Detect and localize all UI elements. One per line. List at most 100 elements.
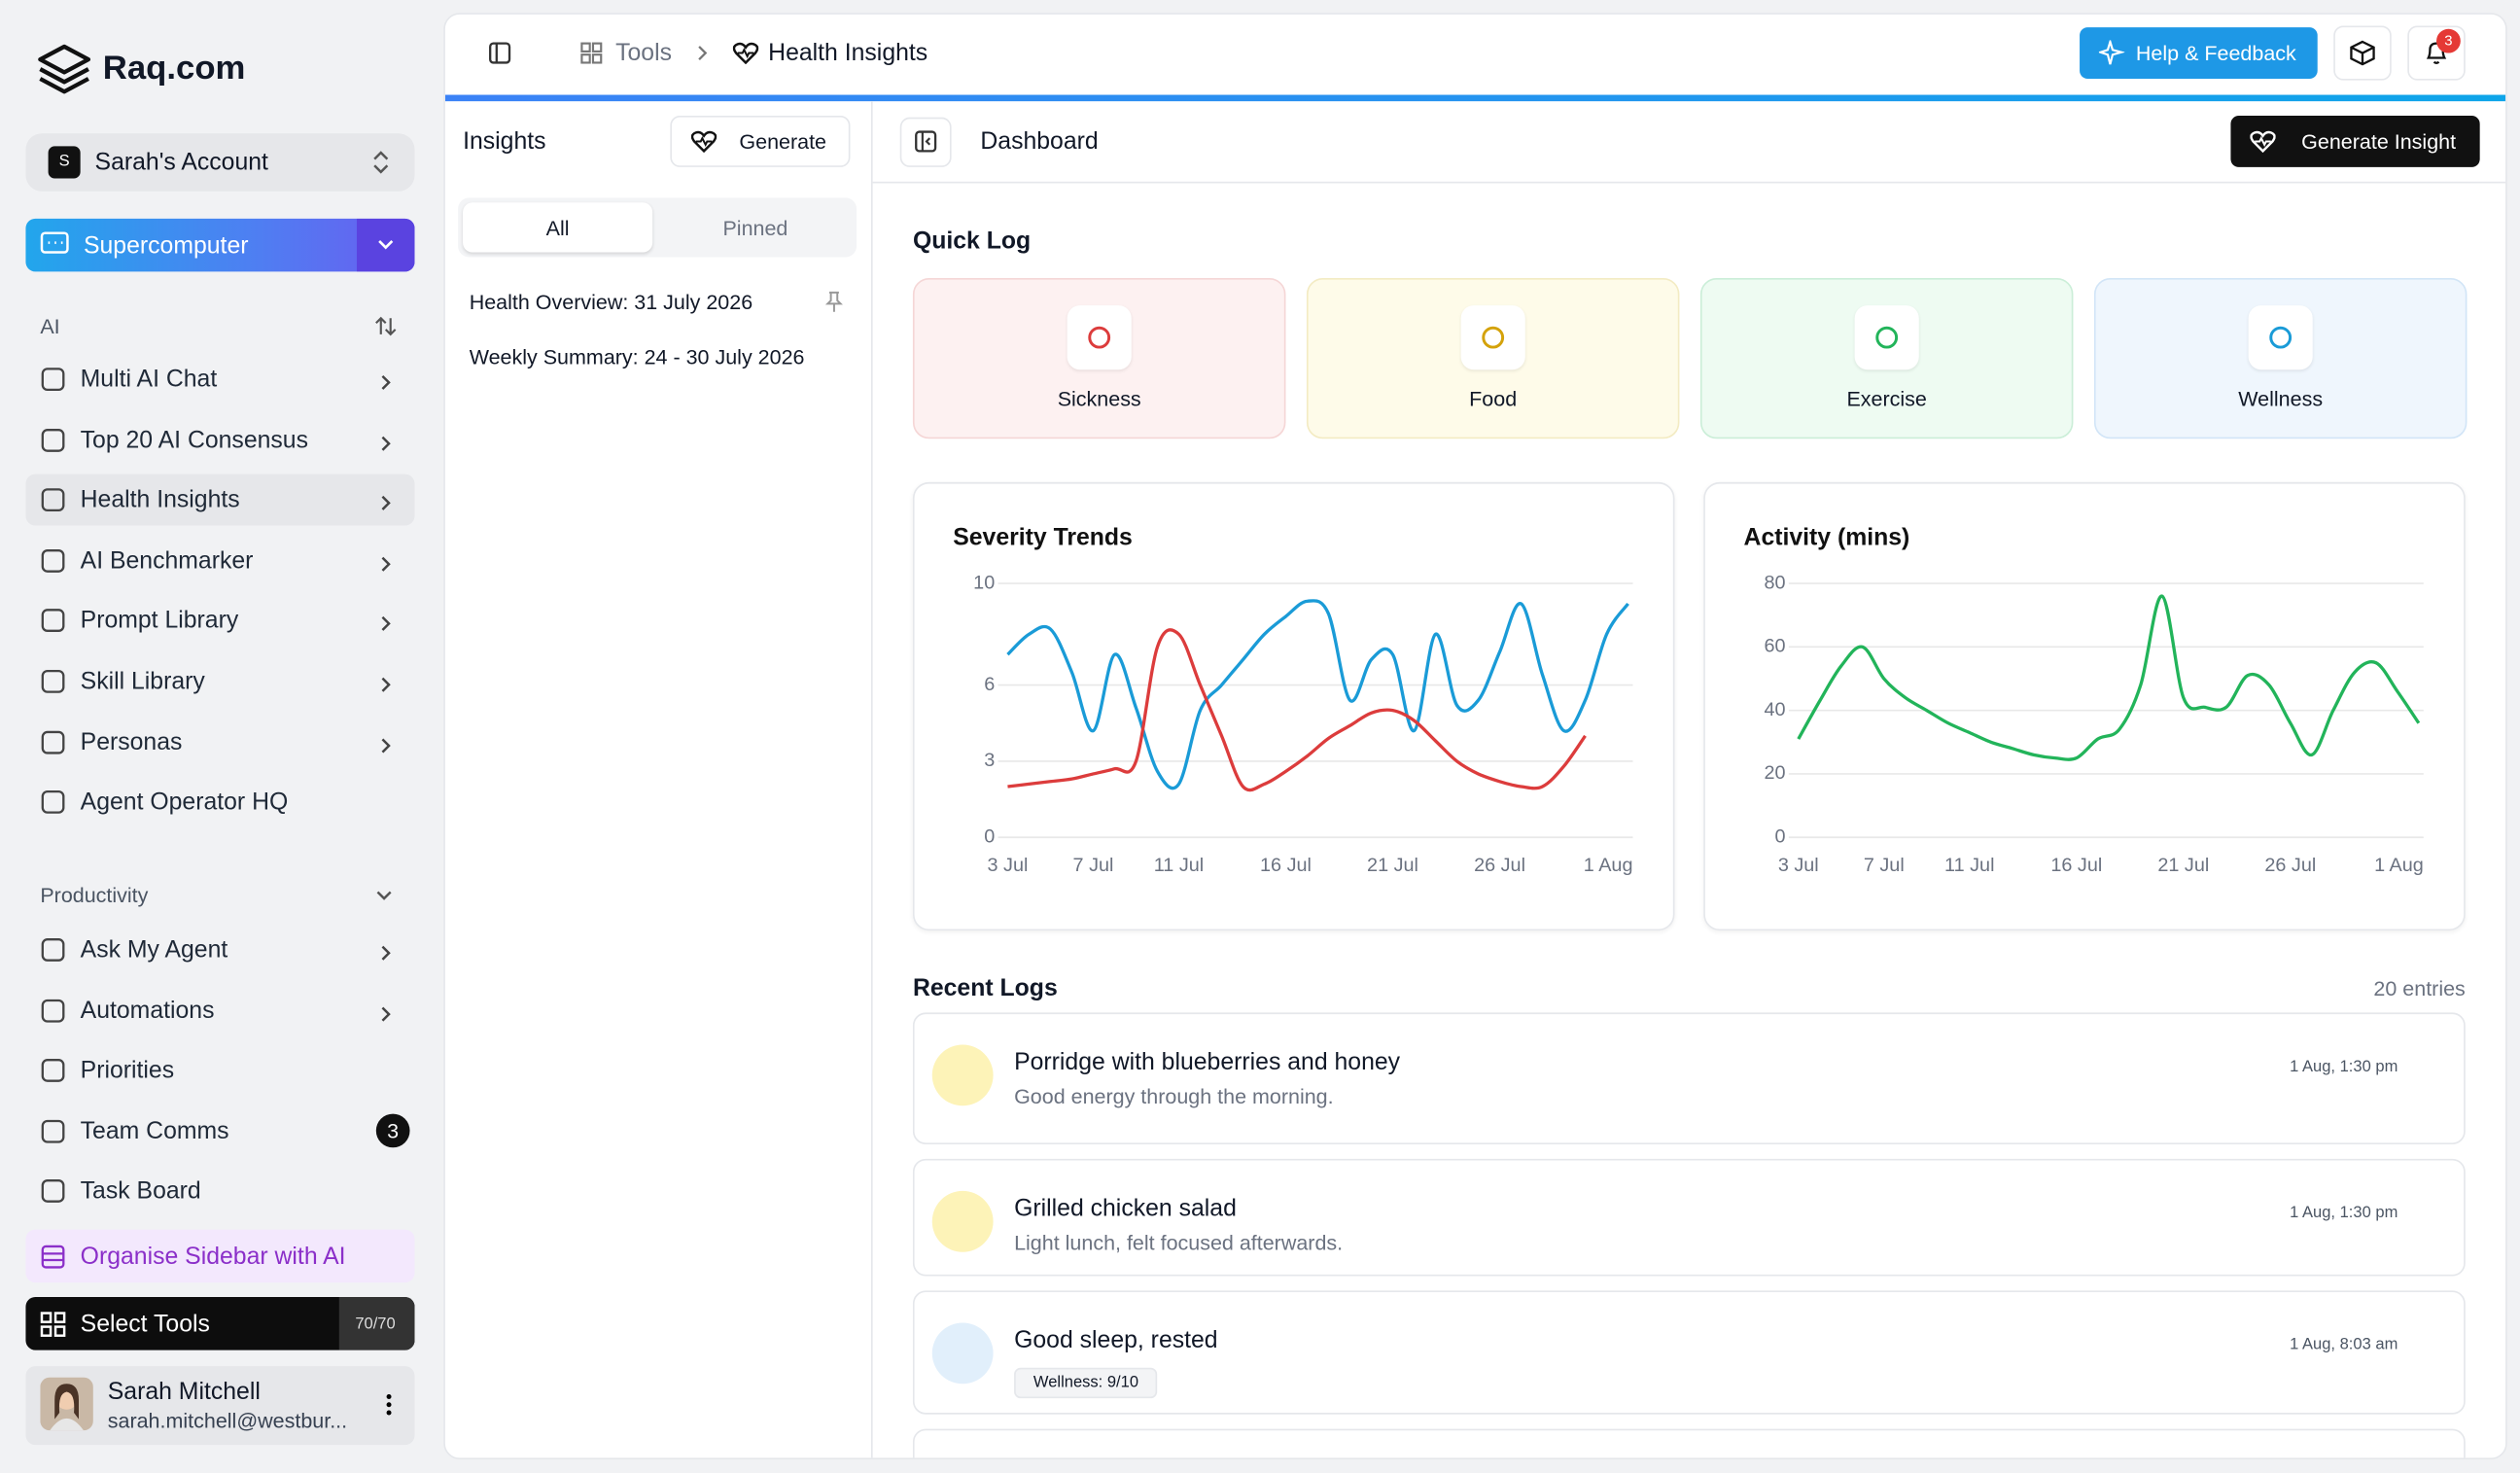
heart-icon	[732, 42, 759, 65]
nav-item[interactable]: Prompt Library	[80, 607, 239, 635]
quick-log-icon	[1482, 326, 1505, 349]
log-card[interactable]	[912, 1290, 2466, 1415]
nav-item[interactable]: Automations	[80, 996, 215, 1024]
nav-icon	[41, 368, 65, 392]
sidebar-toggle[interactable]	[489, 42, 511, 64]
insight-item[interactable]: Weekly Summary: 24 - 30 July 2026	[469, 344, 805, 369]
nav-item[interactable]: Agent Operator HQ	[80, 789, 289, 817]
select-tools-button[interactable]	[25, 1297, 415, 1350]
tab[interactable]: Pinned	[722, 216, 788, 241]
icon-shape	[41, 1059, 65, 1082]
quick-log-label: Food	[1469, 386, 1518, 411]
chevron	[381, 374, 391, 390]
account-switcher[interactable]	[25, 133, 415, 192]
chart: Activity (mins) 0 20 40 60 80 3 Jul 7 Jul 11 Jul…	[1744, 524, 2424, 876]
nav-item[interactable]: Health Insights	[80, 486, 240, 514]
icon-box	[2248, 305, 2313, 370]
heart-icon	[2250, 130, 2276, 154]
breadcrumb[interactable]: Tools	[615, 39, 673, 67]
log-tag: Wellness: 9/10	[1014, 1367, 1158, 1399]
organise-button[interactable]	[25, 1229, 415, 1283]
x-tick-label: 16 Jul	[2050, 855, 2102, 876]
icon-shape	[1088, 326, 1111, 349]
sparkle-icon	[2098, 40, 2125, 65]
chart-title: Activity (mins)	[1744, 524, 1910, 550]
log-card[interactable]	[912, 1012, 2466, 1144]
nav-icon	[41, 548, 65, 573]
log-card[interactable]	[912, 1158, 2466, 1277]
nav-icon	[41, 938, 65, 962]
chevron-path	[381, 1005, 391, 1021]
tab-active[interactable]	[463, 202, 653, 253]
chevron	[381, 677, 391, 692]
insight-item[interactable]: Health Overview: 31 July 2026	[469, 290, 753, 315]
dropdown-icon	[378, 240, 394, 250]
icon-shape	[41, 428, 65, 452]
chevron	[381, 616, 391, 632]
x-tick-label: 11 Jul	[1944, 855, 1994, 876]
chevron-path	[381, 436, 391, 451]
box-button[interactable]	[2333, 25, 2392, 81]
account-name: Sarah's Account	[94, 148, 268, 177]
log-note: Good energy through the morning.	[1014, 1083, 1334, 1108]
nav-icon	[41, 428, 65, 452]
quick-log-label: Exercise	[1846, 386, 1927, 411]
nav-icon	[41, 1059, 65, 1082]
y-tick-label: 20	[1764, 762, 1785, 784]
icon-box	[1067, 305, 1132, 370]
badge: 3	[375, 1113, 410, 1148]
line-series	[1006, 599, 1629, 790]
insights-title: Insights	[463, 127, 546, 156]
chart-card	[1703, 481, 2466, 931]
tab[interactable]: All	[545, 216, 570, 241]
x-tick-label: 7 Jul	[1073, 855, 1114, 876]
panel-icon	[915, 130, 937, 153]
quick-log-icon	[1875, 326, 1899, 349]
nav-icon	[41, 790, 65, 815]
chart-card	[912, 481, 1675, 931]
nav-item[interactable]: Skill Library	[80, 667, 205, 695]
quick-log-icon	[1088, 326, 1111, 349]
generate-insight-label: Generate Insight	[2301, 129, 2457, 154]
heart-icon	[690, 130, 718, 154]
x-tick-label: 7 Jul	[1864, 855, 1905, 876]
x-tick-label: 21 Jul	[1367, 855, 1418, 876]
notification-badge: 3	[2436, 28, 2461, 53]
nav-icon	[41, 609, 65, 633]
nav-item[interactable]: Top 20 AI Consensus	[80, 426, 309, 454]
nav-item[interactable]: AI Benchmarker	[80, 546, 254, 575]
nav-item[interactable]: Team Comms	[80, 1116, 229, 1144]
log-note: Light lunch, felt focused afterwards.	[1014, 1230, 1344, 1255]
nav-item[interactable]: Task Board	[80, 1176, 201, 1205]
chevron	[381, 737, 391, 753]
generate-button[interactable]	[670, 116, 851, 167]
nav-item[interactable]: Ask My Agent	[80, 935, 228, 964]
nav-item[interactable]: Personas	[80, 727, 183, 756]
more-icon[interactable]	[382, 1392, 395, 1418]
user-avatar	[40, 1377, 93, 1431]
icon-shape	[41, 1119, 65, 1142]
user-name: Sarah Mitchell	[107, 1378, 261, 1406]
x-tick-label: 3 Jul	[1778, 855, 1819, 876]
y-tick-label: 80	[1764, 572, 1785, 593]
notifications-button[interactable]	[2407, 25, 2466, 81]
divider	[870, 101, 873, 1458]
list-icon	[41, 1245, 65, 1269]
icon-shape	[41, 368, 65, 392]
nav-item[interactable]: Multi AI Chat	[80, 366, 218, 394]
panel-toggle[interactable]	[899, 117, 952, 167]
nav-icon	[41, 1179, 65, 1203]
icon-shape	[41, 730, 65, 754]
chevron	[381, 945, 391, 961]
y-tick-label: 60	[1764, 636, 1785, 657]
updown-icon	[373, 151, 389, 174]
icon-shape	[41, 999, 65, 1022]
pin-icon[interactable]	[824, 291, 844, 313]
log-card[interactable]	[912, 1428, 2466, 1458]
nav-icon	[41, 730, 65, 754]
quick-log-label: Sickness	[1057, 386, 1141, 411]
grid-icon	[40, 1312, 66, 1337]
supercomputer-button[interactable]	[25, 218, 415, 272]
nav-item[interactable]: Priorities	[80, 1056, 175, 1084]
